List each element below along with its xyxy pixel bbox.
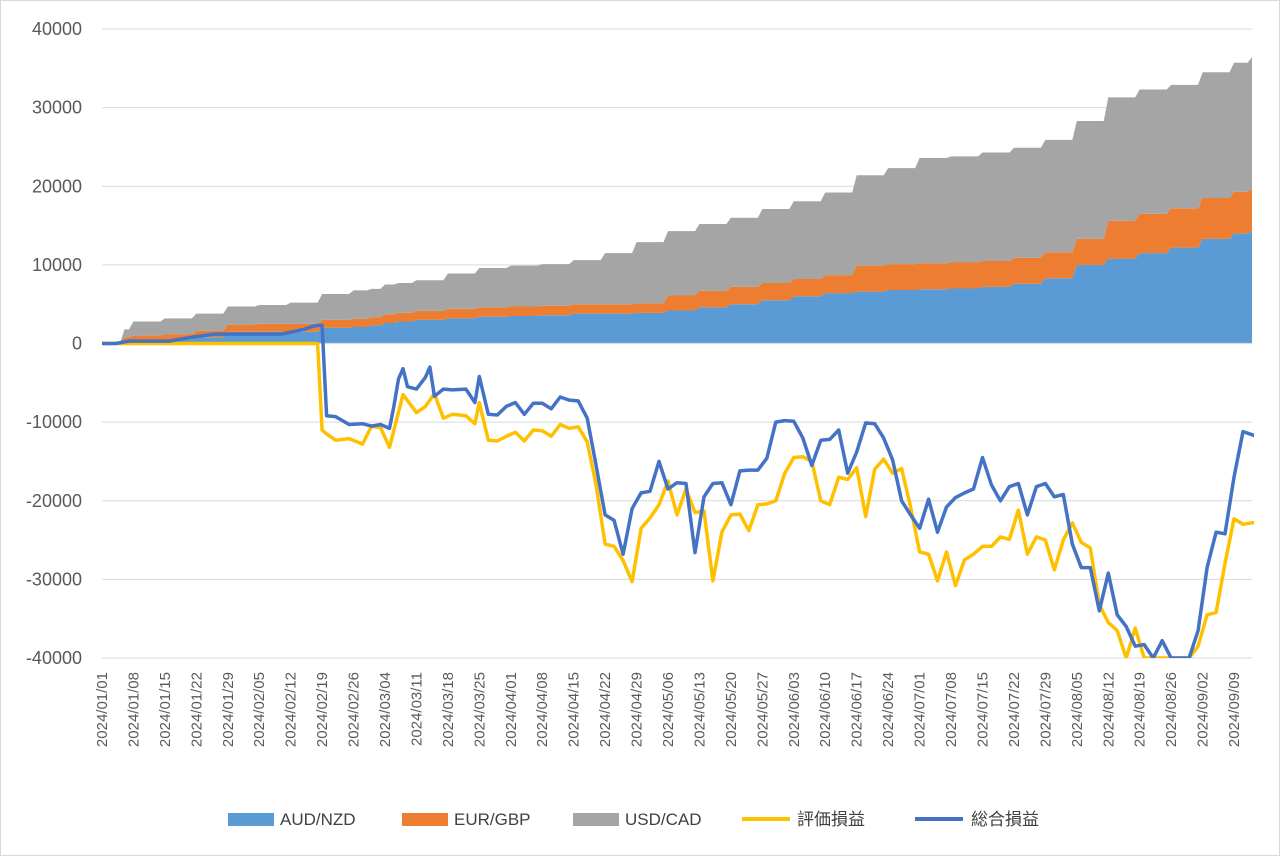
y-tick-label: 30000 <box>32 98 82 118</box>
y-tick-label: 10000 <box>32 255 82 275</box>
line-series <box>102 323 1254 658</box>
x-tick-label: 2024/08/12 <box>1100 672 1117 747</box>
y-tick-label: -30000 <box>26 569 82 589</box>
y-axis-ticks: 40000 30000 20000 10000 0 -10000 -20000 -30000 -… <box>26 19 82 668</box>
legend-label: 総合損益 <box>971 810 1039 829</box>
x-tick-label: 2024/05/06 <box>660 672 677 747</box>
x-tick-label: 2024/04/08 <box>534 672 551 747</box>
x-tick-label: 2024/02/05 <box>251 672 268 747</box>
x-tick-label: 2024/09/02 <box>1195 672 1212 747</box>
y-tick-label: 20000 <box>32 176 82 196</box>
legend-swatch <box>228 813 274 826</box>
x-tick-label: 2024/06/24 <box>880 672 897 747</box>
x-tick-label: 2024/03/11 <box>408 672 425 746</box>
y-tick-label: 0 <box>72 334 82 354</box>
x-tick-label: 2024/05/20 <box>723 672 740 747</box>
x-tick-label: 2024/02/26 <box>346 672 363 747</box>
legend-swatch <box>402 813 448 826</box>
y-tick-label: -20000 <box>26 491 82 511</box>
x-tick-label: 2024/08/19 <box>1132 672 1149 747</box>
x-tick-label: 2024/04/15 <box>566 672 583 747</box>
x-tick-label: 2024/07/22 <box>1006 672 1023 747</box>
legend-label: EUR/GBP <box>454 810 531 829</box>
area-usd-cad <box>102 57 1252 344</box>
stacked-areas <box>102 57 1252 344</box>
x-tick-label: 2024/04/29 <box>629 672 646 747</box>
y-tick-label: -40000 <box>26 648 82 668</box>
x-tick-label: 2024/07/15 <box>974 672 991 747</box>
legend-label: AUD/NZD <box>280 810 356 829</box>
x-tick-label: 2024/04/22 <box>597 672 614 747</box>
x-tick-label: 2024/02/19 <box>314 672 331 747</box>
x-tick-label: 2024/07/08 <box>943 672 960 747</box>
line-unrealized-pnl <box>102 341 1254 658</box>
x-tick-label: 2024/06/17 <box>849 672 866 747</box>
area-eur-gbp <box>102 189 1252 344</box>
x-tick-label: 2024/01/22 <box>188 672 205 747</box>
x-tick-label: 2024/07/29 <box>1037 672 1054 747</box>
legend-label: USD/CAD <box>625 810 702 829</box>
line-total-pnl <box>102 323 1254 658</box>
x-tick-label: 2024/01/08 <box>125 672 142 747</box>
x-tick-label: 2024/01/15 <box>157 672 174 747</box>
x-axis-ticks: 2024/01/01 2024/01/08 2024/01/15 2024/01/22… <box>94 672 1243 747</box>
x-tick-label: 2024/03/04 <box>377 672 394 747</box>
x-tick-label: 2024/01/29 <box>220 672 237 747</box>
x-tick-label: 2024/02/12 <box>283 672 300 747</box>
x-tick-label: 2024/03/18 <box>440 672 457 747</box>
x-tick-label: 2024/08/26 <box>1163 672 1180 747</box>
legend-swatch <box>573 813 619 826</box>
x-tick-label: 2024/04/01 <box>503 672 520 747</box>
x-tick-label: 2024/07/01 <box>912 672 929 747</box>
area-aud-nzd <box>102 231 1252 344</box>
x-tick-label: 2024/09/09 <box>1226 672 1243 747</box>
y-tick-label: -10000 <box>26 412 82 432</box>
x-tick-label: 2024/05/27 <box>754 672 771 747</box>
x-tick-label: 2024/03/25 <box>471 672 488 747</box>
legend: AUD/NZD EUR/GBP USD/CAD 評価損益 総合損益 <box>228 810 1039 829</box>
x-tick-label: 2024/08/05 <box>1069 672 1086 747</box>
gridlines <box>102 28 1252 659</box>
legend-label: 評価損益 <box>797 810 865 829</box>
x-tick-label: 2024/05/13 <box>691 672 708 747</box>
y-tick-label: 40000 <box>32 19 82 39</box>
x-tick-label: 2024/01/01 <box>94 672 111 747</box>
x-tick-label: 2024/06/03 <box>786 672 803 747</box>
x-tick-label: 2024/06/10 <box>817 672 834 747</box>
